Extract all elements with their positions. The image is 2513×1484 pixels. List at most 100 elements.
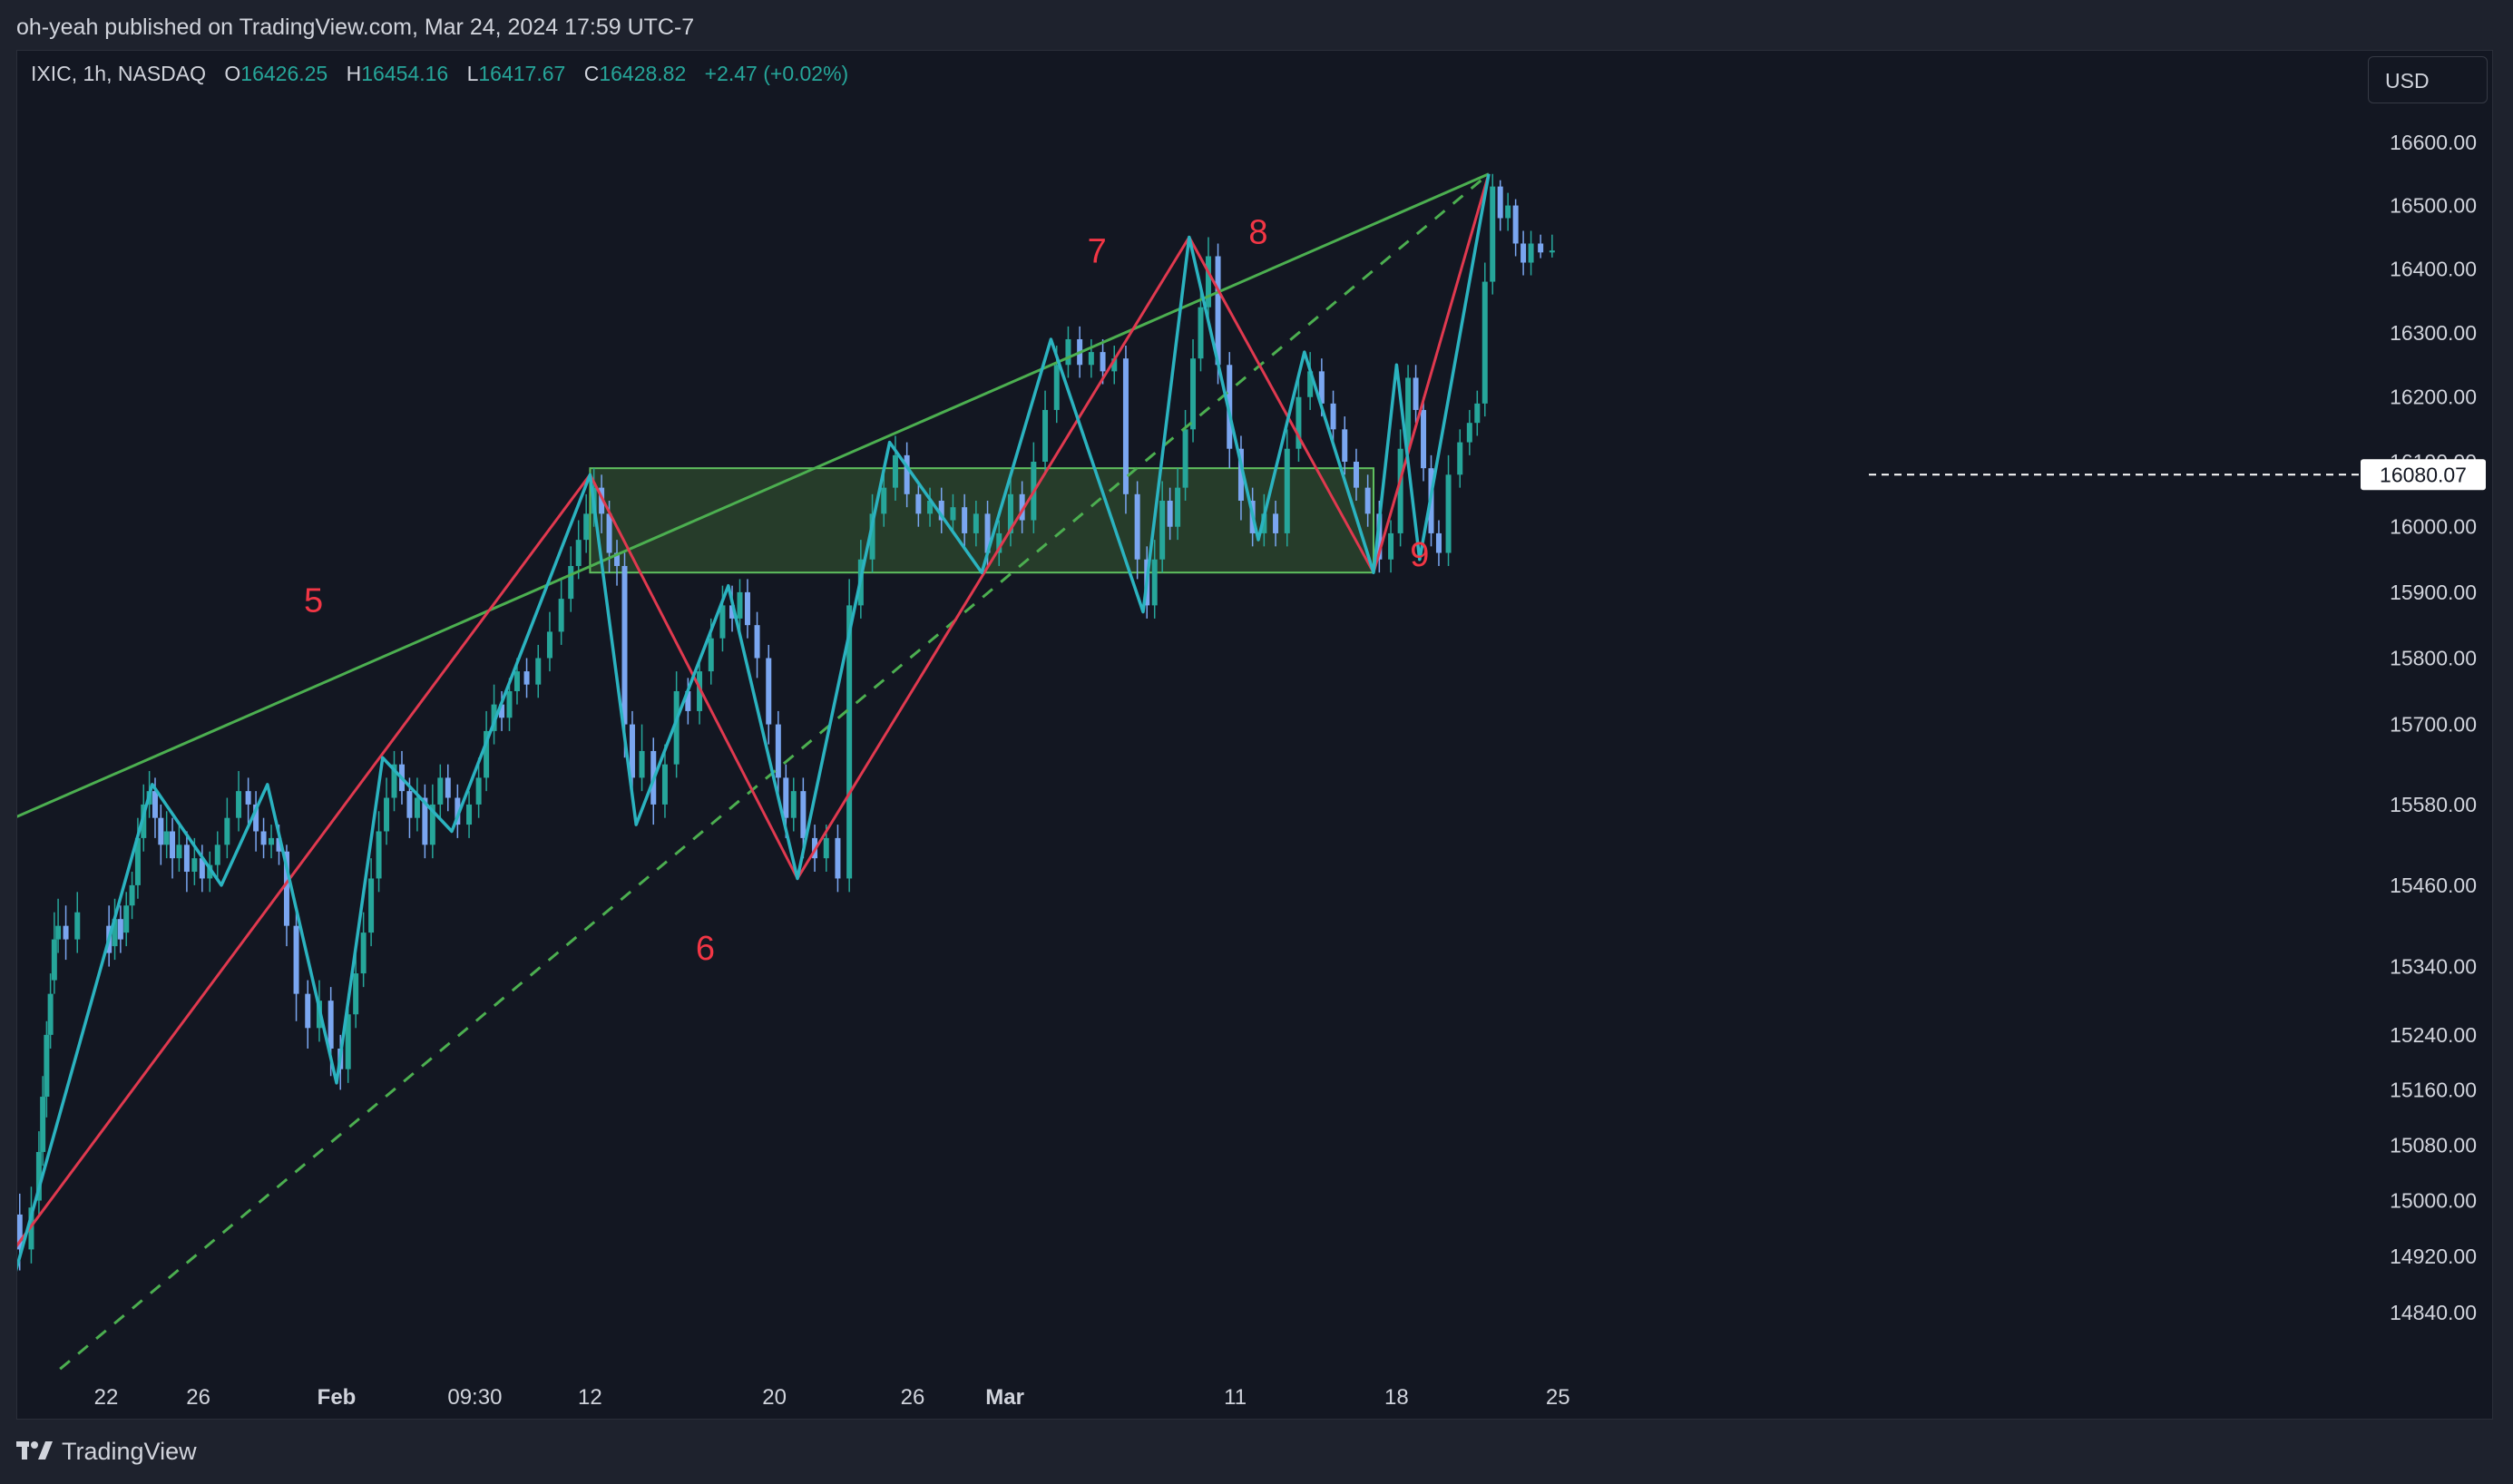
candle — [1296, 377, 1302, 463]
candle — [766, 644, 772, 745]
high-value: 16454.16 — [361, 62, 449, 85]
candle-body — [44, 1034, 50, 1098]
footer-brand[interactable]: TradingView — [16, 1431, 197, 1471]
wave-label: 8 — [1248, 213, 1267, 251]
candle-body — [835, 837, 841, 879]
candle-body — [112, 919, 118, 947]
candle-body — [754, 625, 760, 659]
candle — [685, 678, 691, 725]
chart-frame[interactable] — [16, 50, 2493, 1420]
candle-body — [491, 704, 497, 731]
candle — [455, 784, 461, 838]
candle — [835, 825, 841, 893]
candle — [583, 493, 590, 553]
candle-body — [673, 690, 680, 765]
candle-body — [639, 750, 645, 778]
candle — [614, 540, 621, 586]
candle-body — [599, 487, 605, 514]
candle-body — [661, 764, 668, 805]
candle — [973, 500, 979, 547]
candle-body — [305, 993, 311, 1029]
open-value: 16426.25 — [240, 62, 328, 85]
candle — [422, 784, 428, 859]
candle — [523, 658, 530, 698]
candle — [1088, 338, 1094, 378]
y-tick-label: 16300.00 — [2390, 321, 2477, 345]
candle-body — [790, 791, 797, 818]
candle-body — [293, 925, 299, 994]
candle — [183, 831, 190, 893]
candle-body — [927, 500, 934, 514]
candle-body — [775, 724, 781, 778]
wave-label: 5 — [304, 582, 323, 620]
candle-body — [1167, 500, 1173, 527]
currency-button[interactable]: USD — [2368, 56, 2488, 103]
candle-body — [455, 797, 461, 825]
tradingview-logo-icon — [16, 1441, 53, 1460]
candle — [305, 980, 311, 1049]
candle — [353, 952, 359, 1029]
candle — [673, 671, 680, 778]
y-tick-label: 16400.00 — [2390, 258, 2477, 281]
candle-body — [74, 912, 81, 940]
candle — [47, 973, 54, 1049]
candle — [575, 520, 582, 580]
candle-body — [55, 925, 62, 940]
symbol-label[interactable]: IXIC, 1h, NASDAQ — [31, 62, 207, 85]
candle-body — [1065, 338, 1071, 366]
candle-body — [1296, 396, 1302, 449]
candle-body — [475, 777, 482, 805]
candle — [224, 797, 230, 859]
candle — [163, 811, 170, 859]
candle-body — [360, 932, 367, 974]
candle-body — [422, 797, 428, 845]
wave-label: 7 — [1088, 233, 1107, 271]
candle — [260, 817, 267, 859]
candle-body — [1205, 256, 1211, 308]
candle — [1353, 448, 1359, 501]
candle — [1538, 234, 1544, 259]
candle — [1549, 234, 1555, 258]
y-tick-label: 16000.00 — [2390, 515, 2477, 539]
published-header: oh-yeah published on TradingView.com, Ma… — [16, 15, 695, 40]
x-tick-label: 22 — [94, 1385, 119, 1410]
candle — [790, 777, 797, 832]
x-tick-label: 26 — [901, 1385, 925, 1410]
candle — [214, 831, 220, 879]
candle-body — [950, 507, 956, 521]
candle-body — [445, 777, 451, 798]
candle-body — [429, 804, 435, 845]
candle — [1205, 237, 1211, 320]
candle-body — [766, 658, 772, 725]
candle-body — [1457, 442, 1463, 475]
candle-body — [40, 1097, 46, 1152]
candle-body — [1122, 358, 1129, 494]
candle-body — [823, 837, 829, 859]
candle-body — [245, 791, 251, 805]
upper-trendline — [17, 172, 1490, 818]
candle-body — [984, 513, 991, 553]
y-tick-label: 15460.00 — [2390, 874, 2477, 897]
candle-body — [1318, 371, 1325, 404]
candle-body — [719, 605, 726, 639]
candle — [391, 750, 397, 812]
candle — [466, 791, 473, 838]
candle-body — [800, 791, 807, 838]
candle-body — [1435, 532, 1442, 553]
candle-body — [1405, 377, 1412, 449]
candle-body — [881, 487, 887, 514]
candle-body — [729, 605, 736, 619]
candle — [1111, 346, 1118, 385]
x-tick-label: Mar — [985, 1385, 1024, 1410]
candle — [1497, 180, 1503, 231]
candle-body — [183, 845, 190, 873]
candle-body — [35, 1151, 42, 1201]
candle-body — [406, 791, 413, 818]
candle — [737, 579, 743, 632]
candle-body — [1342, 429, 1348, 463]
low-label: L — [466, 62, 479, 85]
candle-body — [28, 1207, 34, 1250]
candle — [40, 1076, 46, 1167]
candle-body — [783, 777, 789, 818]
